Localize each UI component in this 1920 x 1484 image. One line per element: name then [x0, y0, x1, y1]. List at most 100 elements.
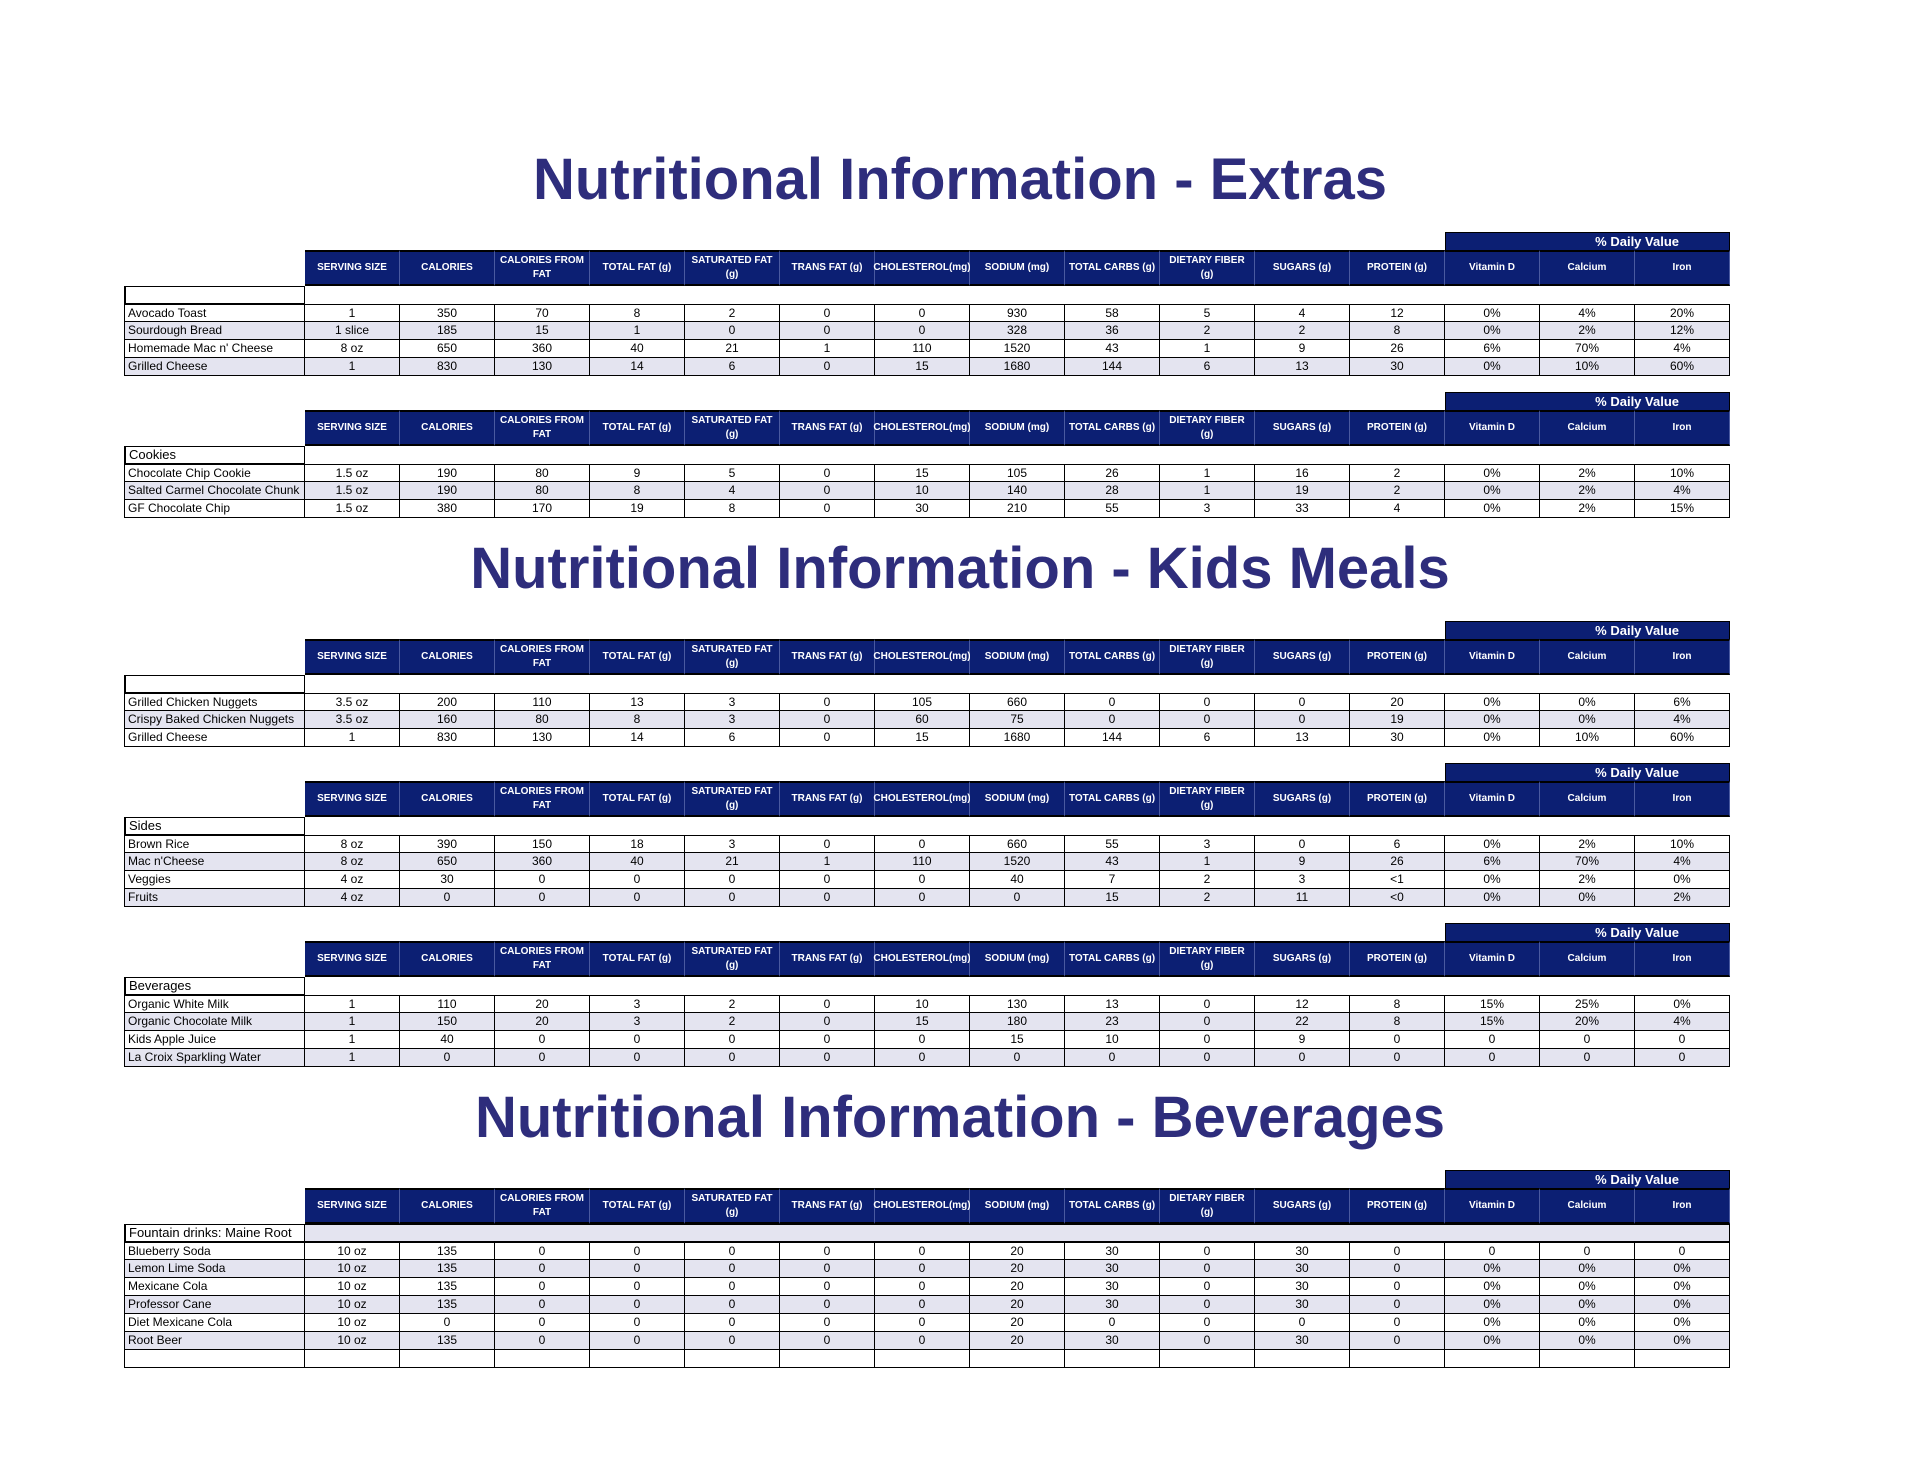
column-header: CALORIES FROM FAT	[495, 639, 590, 675]
cell: 30	[1255, 1332, 1350, 1350]
cell: 350	[400, 304, 495, 322]
cell: 0%	[1635, 1278, 1730, 1296]
cell: 36	[1065, 322, 1160, 340]
cell: 8	[1350, 322, 1445, 340]
cell: 0	[780, 358, 875, 376]
cell: 0	[495, 1031, 590, 1049]
column-header: TOTAL CARBS (g)	[1065, 1188, 1160, 1224]
cell: 0	[1160, 1260, 1255, 1278]
cell: 4 oz	[305, 871, 400, 889]
cell: 0	[685, 1314, 780, 1332]
cell: 1	[305, 1049, 400, 1067]
cell: 15%	[1635, 500, 1730, 518]
cell: 0	[780, 995, 875, 1013]
column-header: TOTAL FAT (g)	[590, 781, 685, 817]
cell: 1	[780, 340, 875, 358]
column-header: Vitamin D	[1445, 941, 1540, 977]
cell: 4%	[1635, 1013, 1730, 1031]
spacer	[124, 232, 1445, 250]
cell: 105	[875, 693, 970, 711]
cell: 15	[1065, 889, 1160, 907]
column-header: CHOLESTEROL(mg)	[873, 781, 971, 817]
cell: 12	[1255, 995, 1350, 1013]
empty-cell	[1160, 1350, 1255, 1368]
cell: 830	[400, 729, 495, 747]
cell: 0%	[1540, 693, 1635, 711]
cell: 830	[400, 358, 495, 376]
spacer	[124, 923, 1445, 941]
column-header: CALORIES	[400, 781, 495, 817]
cell: 0	[780, 693, 875, 711]
spacer	[124, 1170, 1445, 1188]
cell: 30	[1065, 1278, 1160, 1296]
cell: 1	[305, 729, 400, 747]
cell: 55	[1065, 835, 1160, 853]
cell: 0	[1350, 1278, 1445, 1296]
cell: 0	[780, 1031, 875, 1049]
cell: 0	[685, 889, 780, 907]
column-header: CHOLESTEROL(mg)	[873, 250, 971, 286]
cell: 130	[495, 729, 590, 747]
spacer	[305, 977, 1730, 995]
item-name: Grilled Cheese	[124, 729, 305, 747]
cell: 1680	[970, 358, 1065, 376]
cell: 0	[1160, 1296, 1255, 1314]
column-header: DIETARY FIBER (g)	[1160, 781, 1255, 817]
cell: 0	[1445, 1049, 1540, 1067]
cell: 20%	[1635, 304, 1730, 322]
item-name: GF Chocolate Chip	[124, 500, 305, 518]
cell: 0	[1160, 711, 1255, 729]
empty-cell	[400, 1350, 495, 1368]
column-header: DIETARY FIBER (g)	[1160, 250, 1255, 286]
column-header: Calcium	[1540, 250, 1635, 286]
column-header: CALORIES	[400, 410, 495, 446]
cell: 1	[305, 1031, 400, 1049]
column-header: Vitamin D	[1445, 410, 1540, 446]
cell: 23	[1065, 1013, 1160, 1031]
cell: 0	[1350, 1242, 1445, 1260]
column-header: DIETARY FIBER (g)	[1160, 941, 1255, 977]
cell: 0	[400, 1049, 495, 1067]
cell: 1520	[970, 340, 1065, 358]
item-name: Homemade Mac n' Cheese	[124, 340, 305, 358]
cell: 0	[495, 1278, 590, 1296]
cell: 0%	[1540, 1332, 1635, 1350]
column-header: TOTAL CARBS (g)	[1065, 781, 1160, 817]
cell: 0	[590, 871, 685, 889]
empty-cell	[875, 1350, 970, 1368]
cell: 26	[1350, 340, 1445, 358]
cell: 0	[780, 1332, 875, 1350]
cell: 0	[590, 1278, 685, 1296]
cell: 185	[400, 322, 495, 340]
column-header: SATURATED FAT (g)	[685, 941, 780, 977]
cell: 20	[970, 1242, 1065, 1260]
spacer	[124, 781, 305, 817]
cell: 10%	[1635, 464, 1730, 482]
column-header: TRANS FAT (g)	[780, 250, 875, 286]
column-header: TRANS FAT (g)	[780, 1188, 875, 1224]
cell: 15	[495, 322, 590, 340]
cell: 0	[970, 889, 1065, 907]
cell: 4%	[1635, 482, 1730, 500]
cell: 30	[1350, 358, 1445, 376]
cell: 70	[495, 304, 590, 322]
cell: 2	[1255, 322, 1350, 340]
cell: 58	[1065, 304, 1160, 322]
empty-cell	[685, 1350, 780, 1368]
cell: 0	[780, 835, 875, 853]
cell: 0	[780, 1049, 875, 1067]
cell: 14	[590, 729, 685, 747]
group-label: Cookies	[124, 446, 305, 464]
cell: 3.5 oz	[305, 693, 400, 711]
cell: 3	[685, 693, 780, 711]
column-header: SATURATED FAT (g)	[685, 250, 780, 286]
cell: 135	[400, 1242, 495, 1260]
column-header: SUGARS (g)	[1255, 639, 1350, 675]
cell: 8	[685, 500, 780, 518]
empty-cell	[495, 1350, 590, 1368]
empty-cell	[780, 1350, 875, 1368]
column-header: SERVING SIZE	[305, 941, 400, 977]
cell: 8 oz	[305, 835, 400, 853]
column-header: Calcium	[1540, 639, 1635, 675]
cell: 0	[590, 1242, 685, 1260]
